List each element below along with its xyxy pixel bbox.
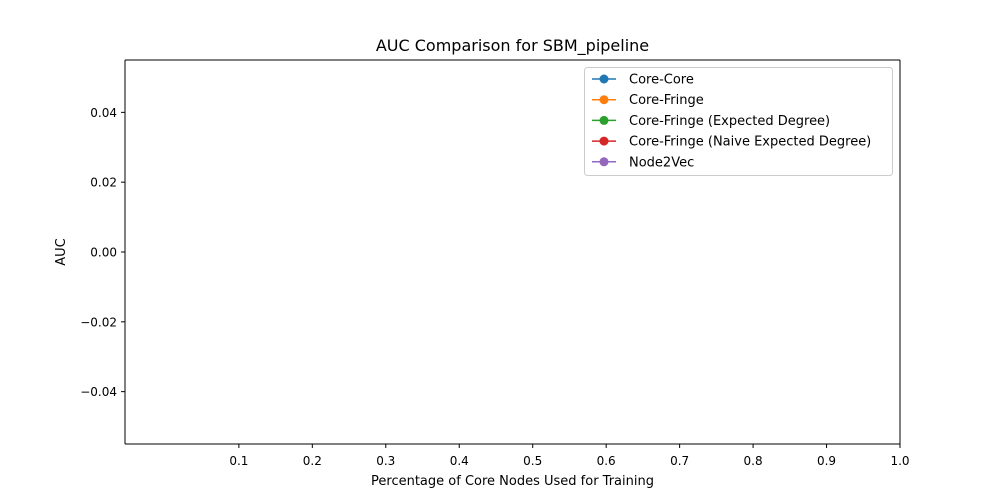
x-axis-ticks: 0.1 0.2 0.3 0.4 0.5 0.6 0.7 0.8 0.9 1.0 xyxy=(229,444,910,468)
legend-frame xyxy=(584,67,893,176)
x-tick-label: 1.0 xyxy=(890,454,909,468)
legend-item: Core-Fringe (Naive Expected Degree) xyxy=(592,135,871,150)
x-tick-label: 0.6 xyxy=(597,454,616,468)
legend-label: Core-Fringe (Naive Expected Degree) xyxy=(629,135,871,150)
legend: Core-Core Core-Fringe Core-Fringe (Expecte… xyxy=(584,67,893,176)
legend-item: Core-Fringe xyxy=(592,93,704,108)
x-tick-label: 0.4 xyxy=(450,454,469,468)
legend-label: Core-Fringe xyxy=(629,93,704,108)
y-tick-label: −0.02 xyxy=(80,315,117,329)
legend-marker xyxy=(599,136,609,146)
x-tick-label: 0.8 xyxy=(744,454,763,468)
x-tick-label: 0.9 xyxy=(817,454,836,468)
x-tick-label: 0.5 xyxy=(523,454,542,468)
legend-label: Node2Vec xyxy=(629,155,694,170)
legend-label: Core-Fringe (Expected Degree) xyxy=(629,114,830,129)
legend-item: Node2Vec xyxy=(592,155,694,170)
legend-marker xyxy=(599,74,609,84)
legend-entries: Core-Core Core-Fringe Core-Fringe (Expecte… xyxy=(592,73,871,170)
x-tick-label: 0.1 xyxy=(229,454,248,468)
y-tick-label: 0.04 xyxy=(90,106,117,120)
legend-marker xyxy=(599,95,609,105)
y-tick-label: 0.00 xyxy=(90,246,117,260)
legend-item: Core-Fringe (Expected Degree) xyxy=(592,114,830,129)
y-tick-label: 0.02 xyxy=(90,176,117,190)
x-tick-label: 0.7 xyxy=(670,454,689,468)
y-axis-ticks: 0.04 0.02 0.00 −0.02 −0.04 xyxy=(80,106,125,399)
y-axis-label: AUC xyxy=(54,238,69,266)
chart-title: AUC Comparison for SBM_pipeline xyxy=(376,36,649,56)
x-axis-label: Percentage of Core Nodes Used for Traini… xyxy=(371,474,654,489)
legend-label: Core-Core xyxy=(629,73,694,88)
legend-marker xyxy=(599,115,609,125)
x-tick-label: 0.3 xyxy=(376,454,395,468)
legend-marker xyxy=(599,157,609,167)
y-tick-label: −0.04 xyxy=(80,385,117,399)
legend-item: Core-Core xyxy=(592,73,694,88)
x-tick-label: 0.2 xyxy=(303,454,322,468)
